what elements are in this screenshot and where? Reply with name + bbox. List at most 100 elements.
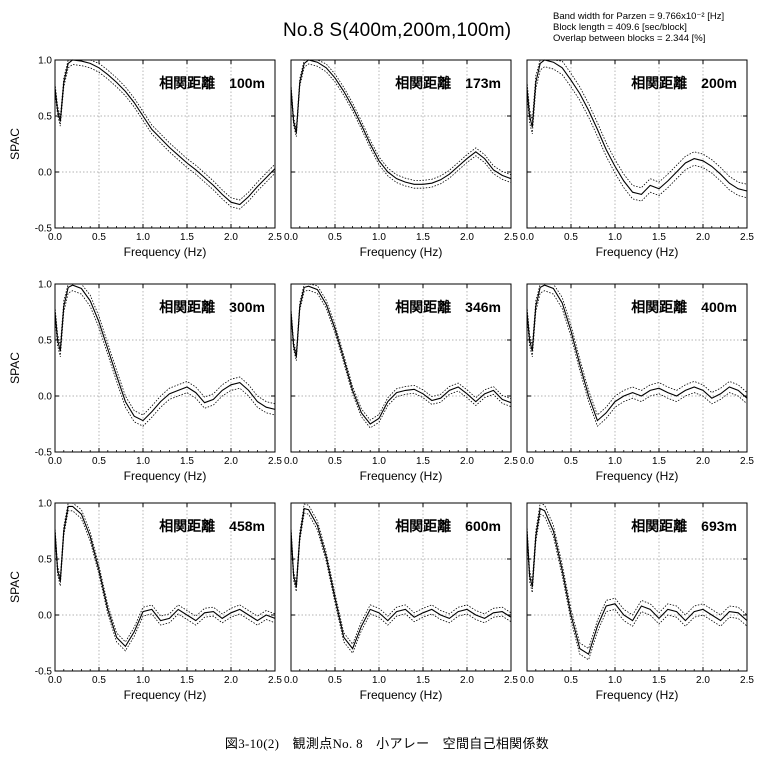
x-tick-label: 1.5	[416, 675, 430, 686]
x-axis-title: Frequency (Hz)	[596, 688, 679, 702]
spac-mean-line	[526, 507, 748, 656]
x-tick-label: 1.0	[372, 456, 386, 467]
x-tick-label: 1.5	[652, 232, 666, 243]
panel-distance-label: 相関距離 600m	[395, 518, 501, 534]
x-tick-label: 2.5	[268, 456, 282, 467]
x-tick-label: 2.0	[460, 675, 474, 686]
spac-upper-bound-line	[526, 502, 748, 650]
x-tick-label: 1.0	[608, 675, 622, 686]
spac-mean-line	[526, 284, 748, 422]
spac-mean-line	[290, 507, 512, 650]
plot-frame	[54, 502, 276, 672]
x-tick-label: 0.0	[284, 456, 298, 467]
x-axis-title: Frequency (Hz)	[124, 245, 207, 259]
spac-mean-line	[54, 59, 276, 206]
x-tick-label: 2.5	[268, 232, 282, 243]
x-axis-title: Frequency (Hz)	[360, 688, 443, 702]
x-tick-label: 2.5	[504, 232, 518, 243]
param-block-length: Block length = 409.6 [sec/block]	[553, 22, 687, 33]
x-tick-label: 2.5	[740, 232, 754, 243]
x-tick-label: 2.0	[460, 232, 474, 243]
x-tick-label: 2.0	[224, 456, 238, 467]
x-tick-label: 1.5	[652, 675, 666, 686]
spac-panel: 0.0 0.5 1.0 1.5 2.0 2.5 Frequency (Hz) 相関距離 400…	[520, 283, 754, 483]
y-axis-title: SPAC	[8, 128, 22, 160]
figure-caption: 図3-10(2) 観測点No. 8 小アレー 空間自己相関係数	[224, 736, 550, 751]
y-tick-label: 0.5	[38, 112, 52, 123]
x-tick-label: 0.5	[328, 232, 342, 243]
x-tick-label: 0.0	[48, 456, 62, 467]
x-tick-label: 0.0	[520, 675, 534, 686]
spac-mean-line	[526, 59, 748, 196]
x-tick-label: 2.5	[504, 456, 518, 467]
panel-distance-label: 相関距離 300m	[159, 299, 265, 315]
x-tick-label: 1.0	[608, 232, 622, 243]
x-tick-label: 0.5	[92, 675, 106, 686]
spac-upper-bound-line	[526, 283, 748, 416]
spac-panel: 0.0 0.5 1.0 1.5 2.0 2.5 Frequency (Hz) 相関距離 200…	[520, 59, 754, 259]
x-tick-label: 0.5	[564, 675, 578, 686]
x-axis-title: Frequency (Hz)	[360, 469, 443, 483]
y-tick-label: 0.0	[38, 392, 52, 403]
x-tick-label: 2.0	[696, 675, 710, 686]
x-tick-label: 1.0	[372, 675, 386, 686]
x-tick-label: 2.0	[224, 232, 238, 243]
x-tick-label: 0.0	[284, 232, 298, 243]
spac-lower-bound-line	[290, 289, 512, 429]
param-bandwidth: Band width for Parzen = 9.766x10⁻² [Hz]	[553, 11, 725, 22]
y-tick-label: 1.0	[38, 499, 52, 510]
panel-distance-label: 相関距離 346m	[395, 299, 501, 315]
spac-panel: 0.0 0.5 1.0 1.5 2.0 2.5 Frequency (Hz) 相関距離 693…	[520, 502, 754, 702]
plot-frame	[526, 59, 748, 229]
plot-frame	[526, 283, 748, 453]
spac-upper-bound-line	[290, 503, 512, 645]
spac-panel: 0.0 0.5 1.0 1.5 2.0 2.5-0.50.00.51.0Frequency…	[8, 499, 282, 703]
x-axis-title: Frequency (Hz)	[596, 469, 679, 483]
spac-panel: 0.0 0.5 1.0 1.5 2.0 2.5 Frequency (Hz) 相関距離 346…	[284, 283, 518, 483]
spac-upper-bound-line	[526, 59, 748, 189]
x-tick-label: 0.0	[520, 456, 534, 467]
spac-upper-bound-line	[54, 59, 276, 201]
spac-lower-bound-line	[54, 64, 276, 210]
parameters-box: Band width for Parzen = 9.766x10⁻² [Hz] …	[553, 11, 724, 44]
x-tick-label: 0.5	[92, 456, 106, 467]
x-tick-label: 2.5	[740, 456, 754, 467]
x-tick-label: 2.0	[696, 456, 710, 467]
x-tick-label: 0.0	[520, 232, 534, 243]
x-tick-label: 2.5	[504, 675, 518, 686]
spac-panel: 0.0 0.5 1.0 1.5 2.0 2.5-0.50.00.51.0Frequency…	[8, 280, 282, 484]
x-tick-label: 1.5	[416, 232, 430, 243]
x-tick-label: 0.0	[48, 232, 62, 243]
x-tick-label: 0.0	[284, 675, 298, 686]
y-tick-label: 0.0	[38, 611, 52, 622]
x-tick-label: 0.5	[328, 675, 342, 686]
panel-distance-label: 相関距離 458m	[159, 518, 265, 534]
x-tick-label: 1.5	[180, 232, 194, 243]
x-tick-label: 0.5	[328, 456, 342, 467]
spac-panel: 0.0 0.5 1.0 1.5 2.0 2.5 Frequency (Hz) 相関距離 173…	[284, 59, 518, 259]
spac-lower-bound-line	[526, 513, 748, 661]
y-axis-title: SPAC	[8, 352, 22, 384]
spac-upper-bound-line	[54, 283, 276, 416]
y-tick-label: -0.5	[35, 667, 53, 678]
spac-lower-bound-line	[54, 290, 276, 427]
x-tick-label: 2.0	[460, 456, 474, 467]
param-overlap: Overlap between blocks = 2.344 [%]	[553, 33, 706, 44]
x-tick-label: 0.5	[564, 456, 578, 467]
spac-lower-bound-line	[290, 512, 512, 654]
spac-lower-bound-line	[290, 63, 512, 189]
spac-mean-line	[54, 284, 276, 422]
x-tick-label: 1.0	[136, 232, 150, 243]
spac-lower-bound-line	[526, 66, 748, 202]
spac-mean-line	[290, 285, 512, 425]
x-tick-label: 0.5	[92, 232, 106, 243]
x-tick-label: 2.5	[740, 675, 754, 686]
spac-panel: 0.0 0.5 1.0 1.5 2.0 2.5 Frequency (Hz) 相関距離 600…	[284, 502, 518, 702]
spac-panel: 0.0 0.5 1.0 1.5 2.0 2.5-0.50.00.51.0Frequency…	[8, 56, 282, 260]
x-axis-title: Frequency (Hz)	[124, 688, 207, 702]
x-tick-label: 1.5	[180, 675, 194, 686]
plot-frame	[290, 59, 512, 229]
x-tick-label: 0.5	[564, 232, 578, 243]
x-tick-label: 2.5	[268, 675, 282, 686]
spac-mean-line	[54, 505, 276, 648]
